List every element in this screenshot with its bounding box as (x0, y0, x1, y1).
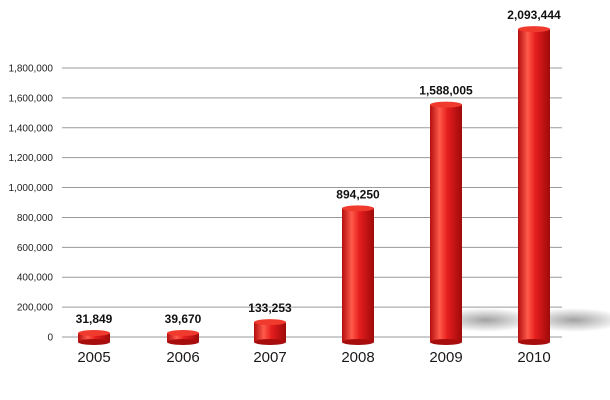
data-labels: 31,849 39,670 133,253 894,250 1,588,005 2,093… (76, 8, 561, 326)
y-axis-tick-labels: 0 200,000 400,000 600,000 800,000 1,000,000 1,… (9, 64, 54, 344)
bar (430, 104, 462, 342)
bar-top (254, 319, 286, 326)
y-tick-label: 200,000 (17, 303, 54, 314)
y-tick-label: 1,200,000 (9, 153, 54, 164)
bar-top (78, 330, 110, 336)
data-label: 133,253 (248, 301, 292, 315)
bar (254, 322, 286, 342)
y-tick-label: 0 (47, 333, 53, 344)
x-axis-tick-labels: 2005 2006 2007 2008 2009 2010 (77, 349, 550, 366)
bar-base (78, 339, 110, 345)
bar (518, 29, 550, 343)
data-label: 894,250 (336, 187, 380, 201)
bar-top (518, 26, 550, 33)
y-tick-label: 600,000 (17, 243, 54, 254)
bars (78, 26, 550, 345)
data-label: 2,093,444 (507, 8, 561, 22)
bar-top (430, 101, 462, 108)
y-tick-label: 400,000 (17, 273, 54, 284)
bar-base (167, 339, 199, 345)
y-tick-label: 800,000 (17, 213, 54, 224)
bar-base (430, 339, 462, 345)
data-label: 1,588,005 (419, 84, 473, 98)
x-tick-label: 2008 (341, 349, 374, 366)
x-tick-label: 2007 (253, 349, 286, 366)
y-tick-label: 1,400,000 (9, 123, 54, 134)
y-tick-label: 1,800,000 (9, 64, 54, 75)
data-label: 31,849 (76, 312, 113, 326)
x-tick-label: 2005 (77, 349, 110, 366)
gridlines (62, 67, 562, 338)
y-tick-label: 1,000,000 (9, 183, 54, 194)
bar-base (518, 339, 550, 345)
bar-top (342, 205, 374, 212)
bar-top (167, 330, 199, 336)
y-tick-label: 1,600,000 (9, 93, 54, 104)
bar (167, 333, 199, 342)
x-tick-label: 2009 (429, 349, 462, 366)
data-label: 39,670 (165, 312, 202, 326)
bar (78, 333, 110, 342)
bar-base (342, 339, 374, 345)
bar (342, 208, 374, 342)
bar-base (254, 339, 286, 345)
x-tick-label: 2010 (517, 349, 550, 366)
x-tick-label: 2006 (166, 349, 199, 366)
